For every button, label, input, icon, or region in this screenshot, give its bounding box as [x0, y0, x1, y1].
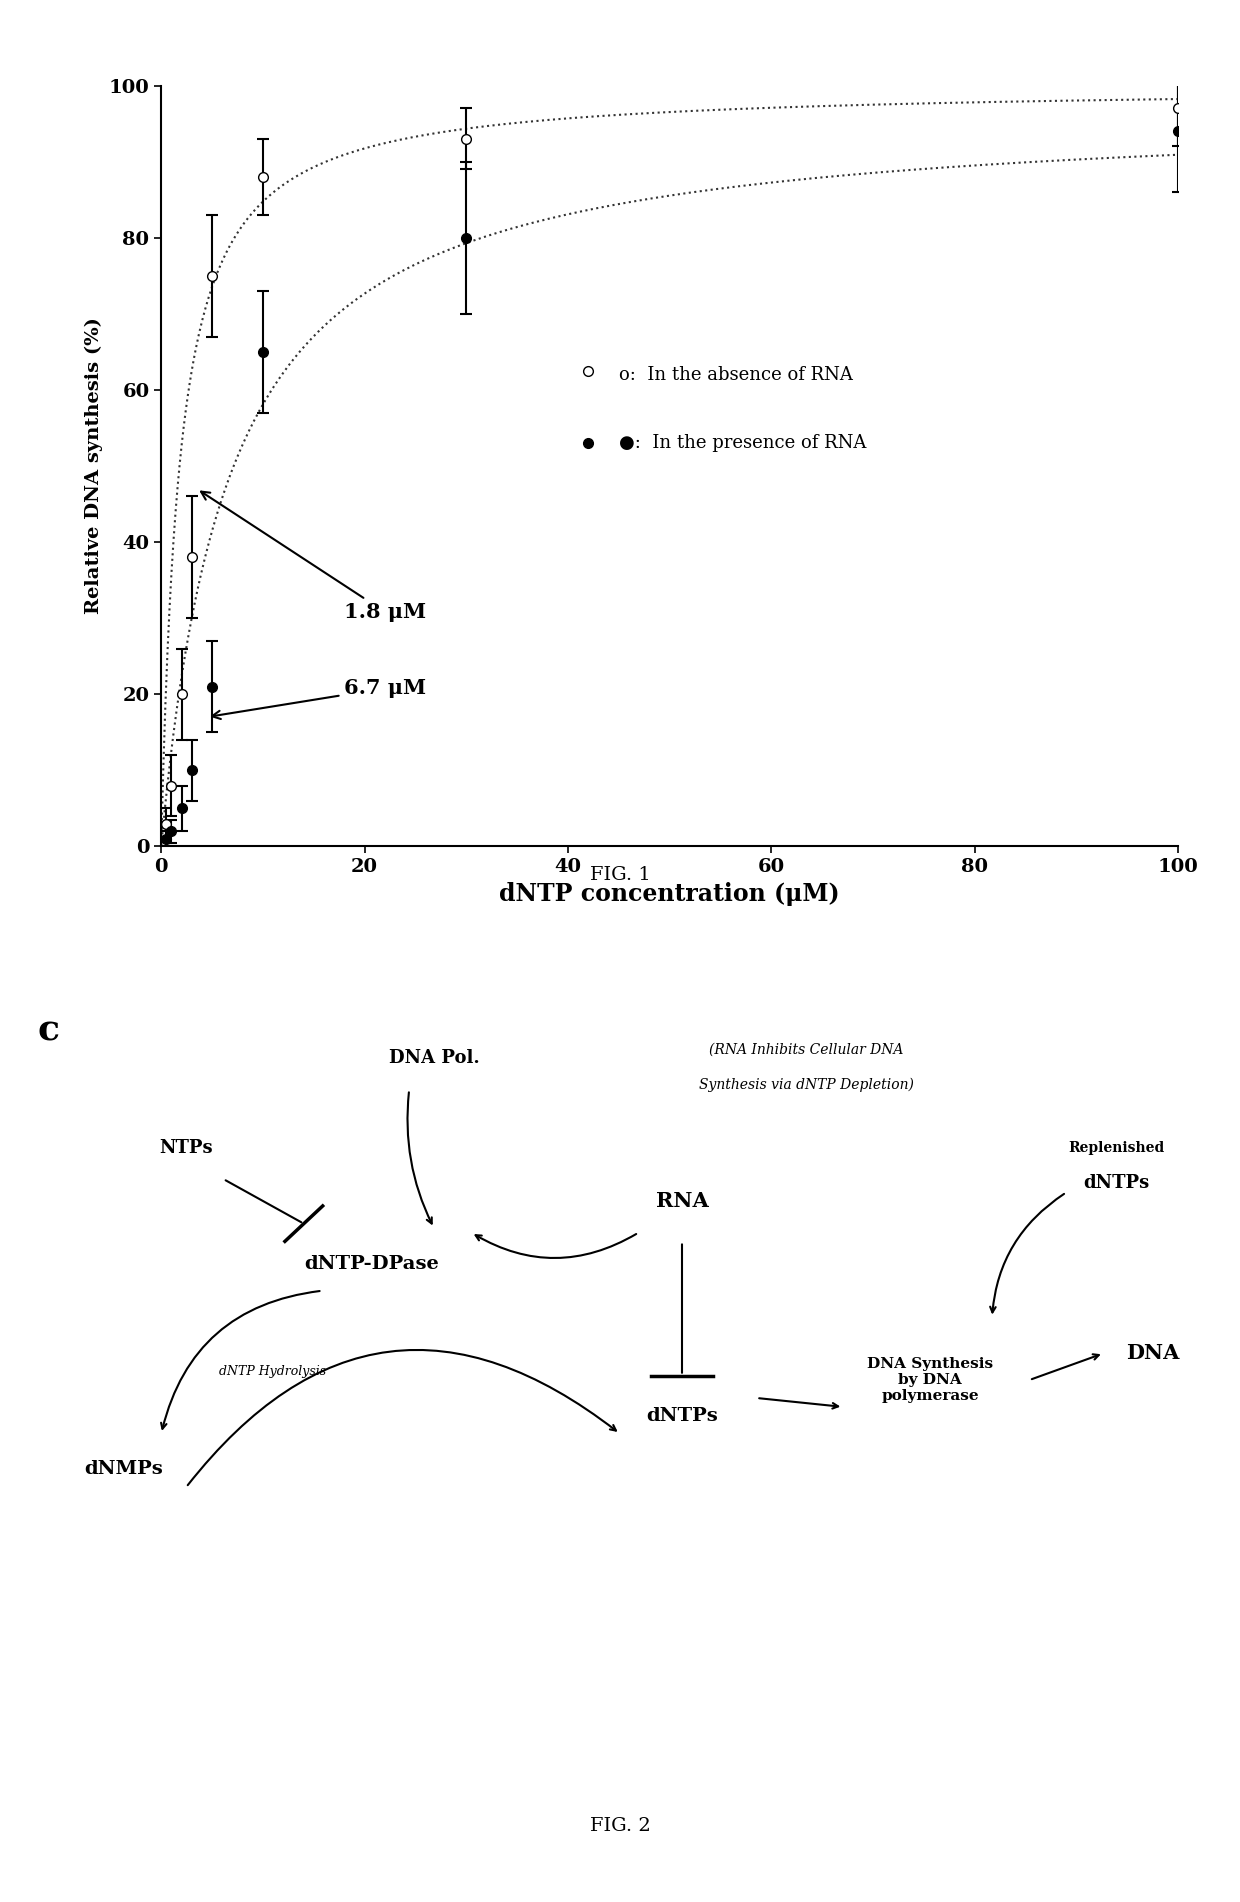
Text: o:  In the absence of RNA: o: In the absence of RNA [619, 365, 853, 384]
Text: dNTPs: dNTPs [1083, 1174, 1149, 1193]
Text: 1.8 μM: 1.8 μM [201, 491, 427, 622]
Text: FIG. 1: FIG. 1 [590, 865, 650, 884]
Text: DNA: DNA [1126, 1343, 1180, 1364]
Text: DNA Synthesis
by DNA
polymerase: DNA Synthesis by DNA polymerase [867, 1356, 993, 1404]
Text: DNA Pol.: DNA Pol. [388, 1050, 480, 1067]
Text: Synthesis via dNTP Depletion): Synthesis via dNTP Depletion) [698, 1078, 914, 1092]
Text: RNA: RNA [656, 1191, 708, 1212]
Text: (RNA Inhibits Cellular DNA: (RNA Inhibits Cellular DNA [709, 1042, 903, 1056]
Text: dNTP Hydrolysis: dNTP Hydrolysis [219, 1364, 326, 1377]
Text: dNTPs: dNTPs [646, 1407, 718, 1425]
Text: c: c [37, 1014, 60, 1048]
Text: dNMPs: dNMPs [84, 1461, 164, 1478]
Text: NTPs: NTPs [159, 1139, 213, 1156]
Text: ●:  In the presence of RNA: ●: In the presence of RNA [619, 434, 866, 453]
X-axis label: dNTP concentration (μM): dNTP concentration (μM) [500, 883, 839, 905]
Y-axis label: Relative DNA synthesis (%): Relative DNA synthesis (%) [84, 318, 103, 614]
Text: 6.7 μM: 6.7 μM [212, 679, 427, 719]
Text: Replenished: Replenished [1068, 1141, 1164, 1155]
Text: FIG. 2: FIG. 2 [590, 1816, 650, 1835]
Text: dNTP-DPase: dNTP-DPase [305, 1255, 439, 1272]
